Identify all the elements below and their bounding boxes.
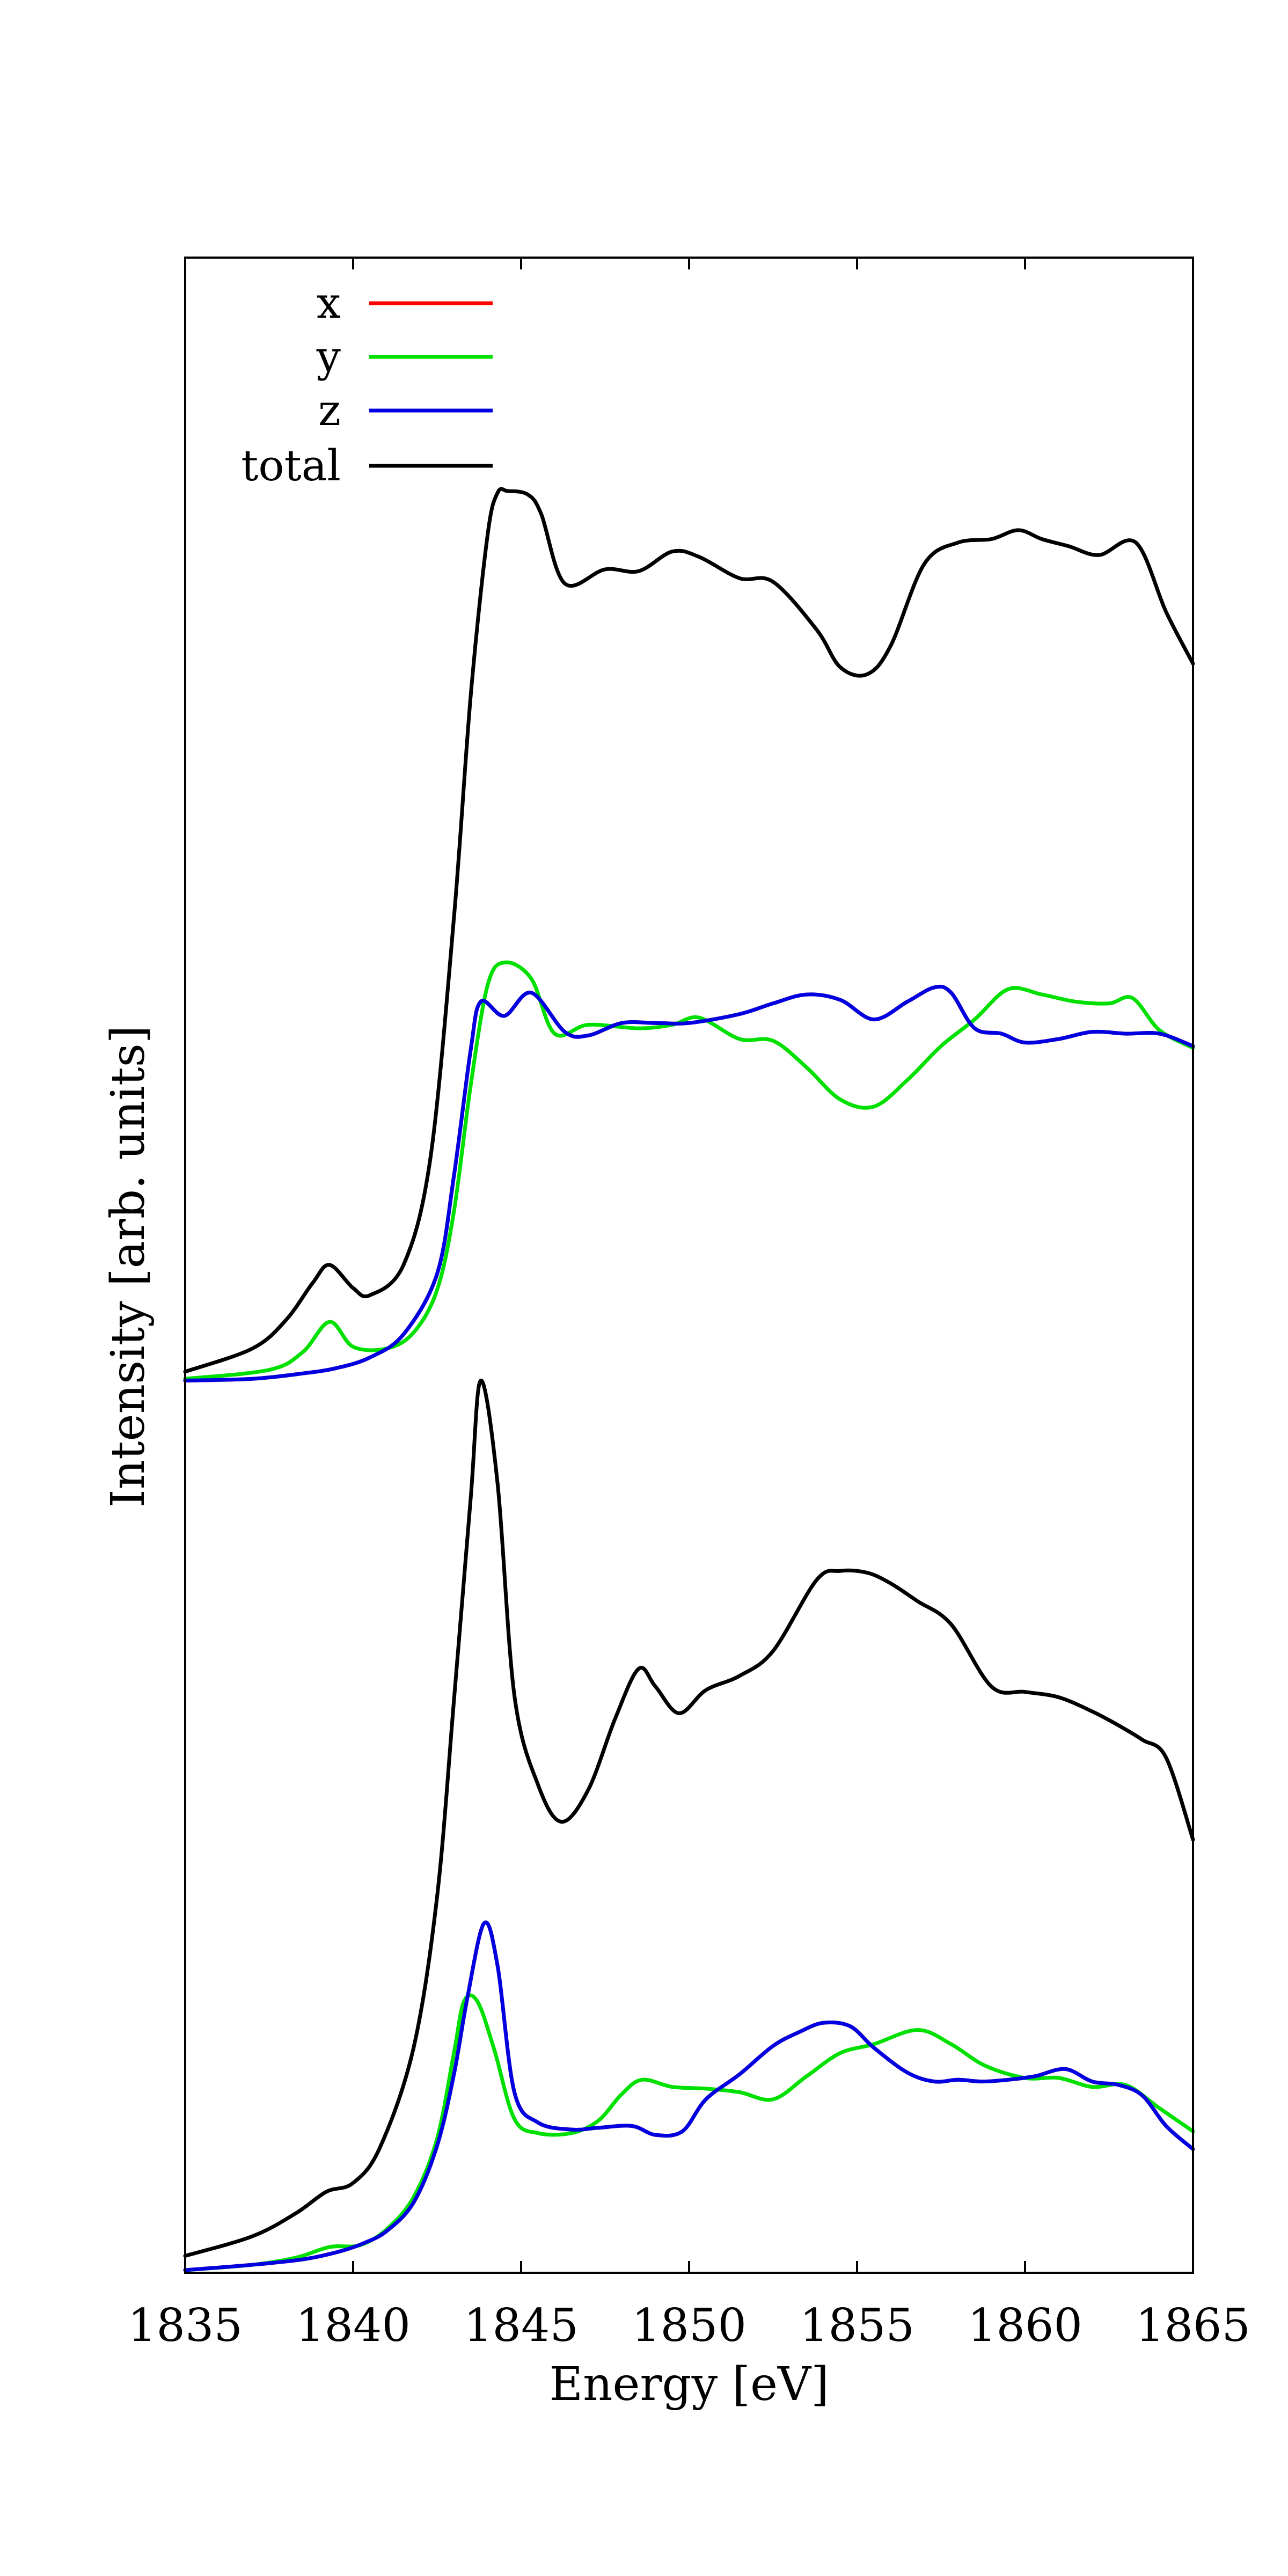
plot-frame: [184, 257, 1194, 2274]
lower-y-curve: [183, 1993, 1195, 2272]
upper-x-curve: [183, 984, 1195, 1382]
legend: xyz total: [241, 278, 493, 491]
x-tick-label-1860: 1860: [968, 2299, 1082, 2352]
x-tick-label-1835: 1835: [128, 2299, 243, 2352]
y-axis-label: Intensity [arb. units]: [101, 1026, 155, 1508]
legend-label-x: x: [317, 278, 341, 328]
x-axis-ticks: [184, 258, 1194, 2273]
x-tick-label-1850: 1850: [632, 2299, 747, 2352]
x-tick-label-1845: 1845: [464, 2299, 579, 2352]
upper-y-curve: [183, 960, 1195, 1381]
lower-z-curve: [183, 1920, 1195, 2272]
series-curves: [183, 487, 1195, 2272]
x-tick-label-1840: 1840: [296, 2299, 411, 2352]
x-tick-label-1855: 1855: [800, 2299, 914, 2352]
x-axis-label: Energy [eV]: [549, 2358, 829, 2411]
legend-label-y: y: [316, 332, 341, 382]
x-axis-tick-labels: 1835 1840 1845 1850 1855 1860 1865: [128, 2299, 1250, 2352]
x-tick-label-1865: 1865: [1136, 2299, 1250, 2352]
legend-label-total: total: [241, 441, 341, 491]
lower-x-curve: [183, 1920, 1195, 2272]
legend-label-z: z: [318, 385, 341, 435]
lower-total-curve: [183, 1378, 1195, 2258]
upper-total-curve: [183, 487, 1195, 1374]
upper-z-curve: [183, 984, 1195, 1382]
